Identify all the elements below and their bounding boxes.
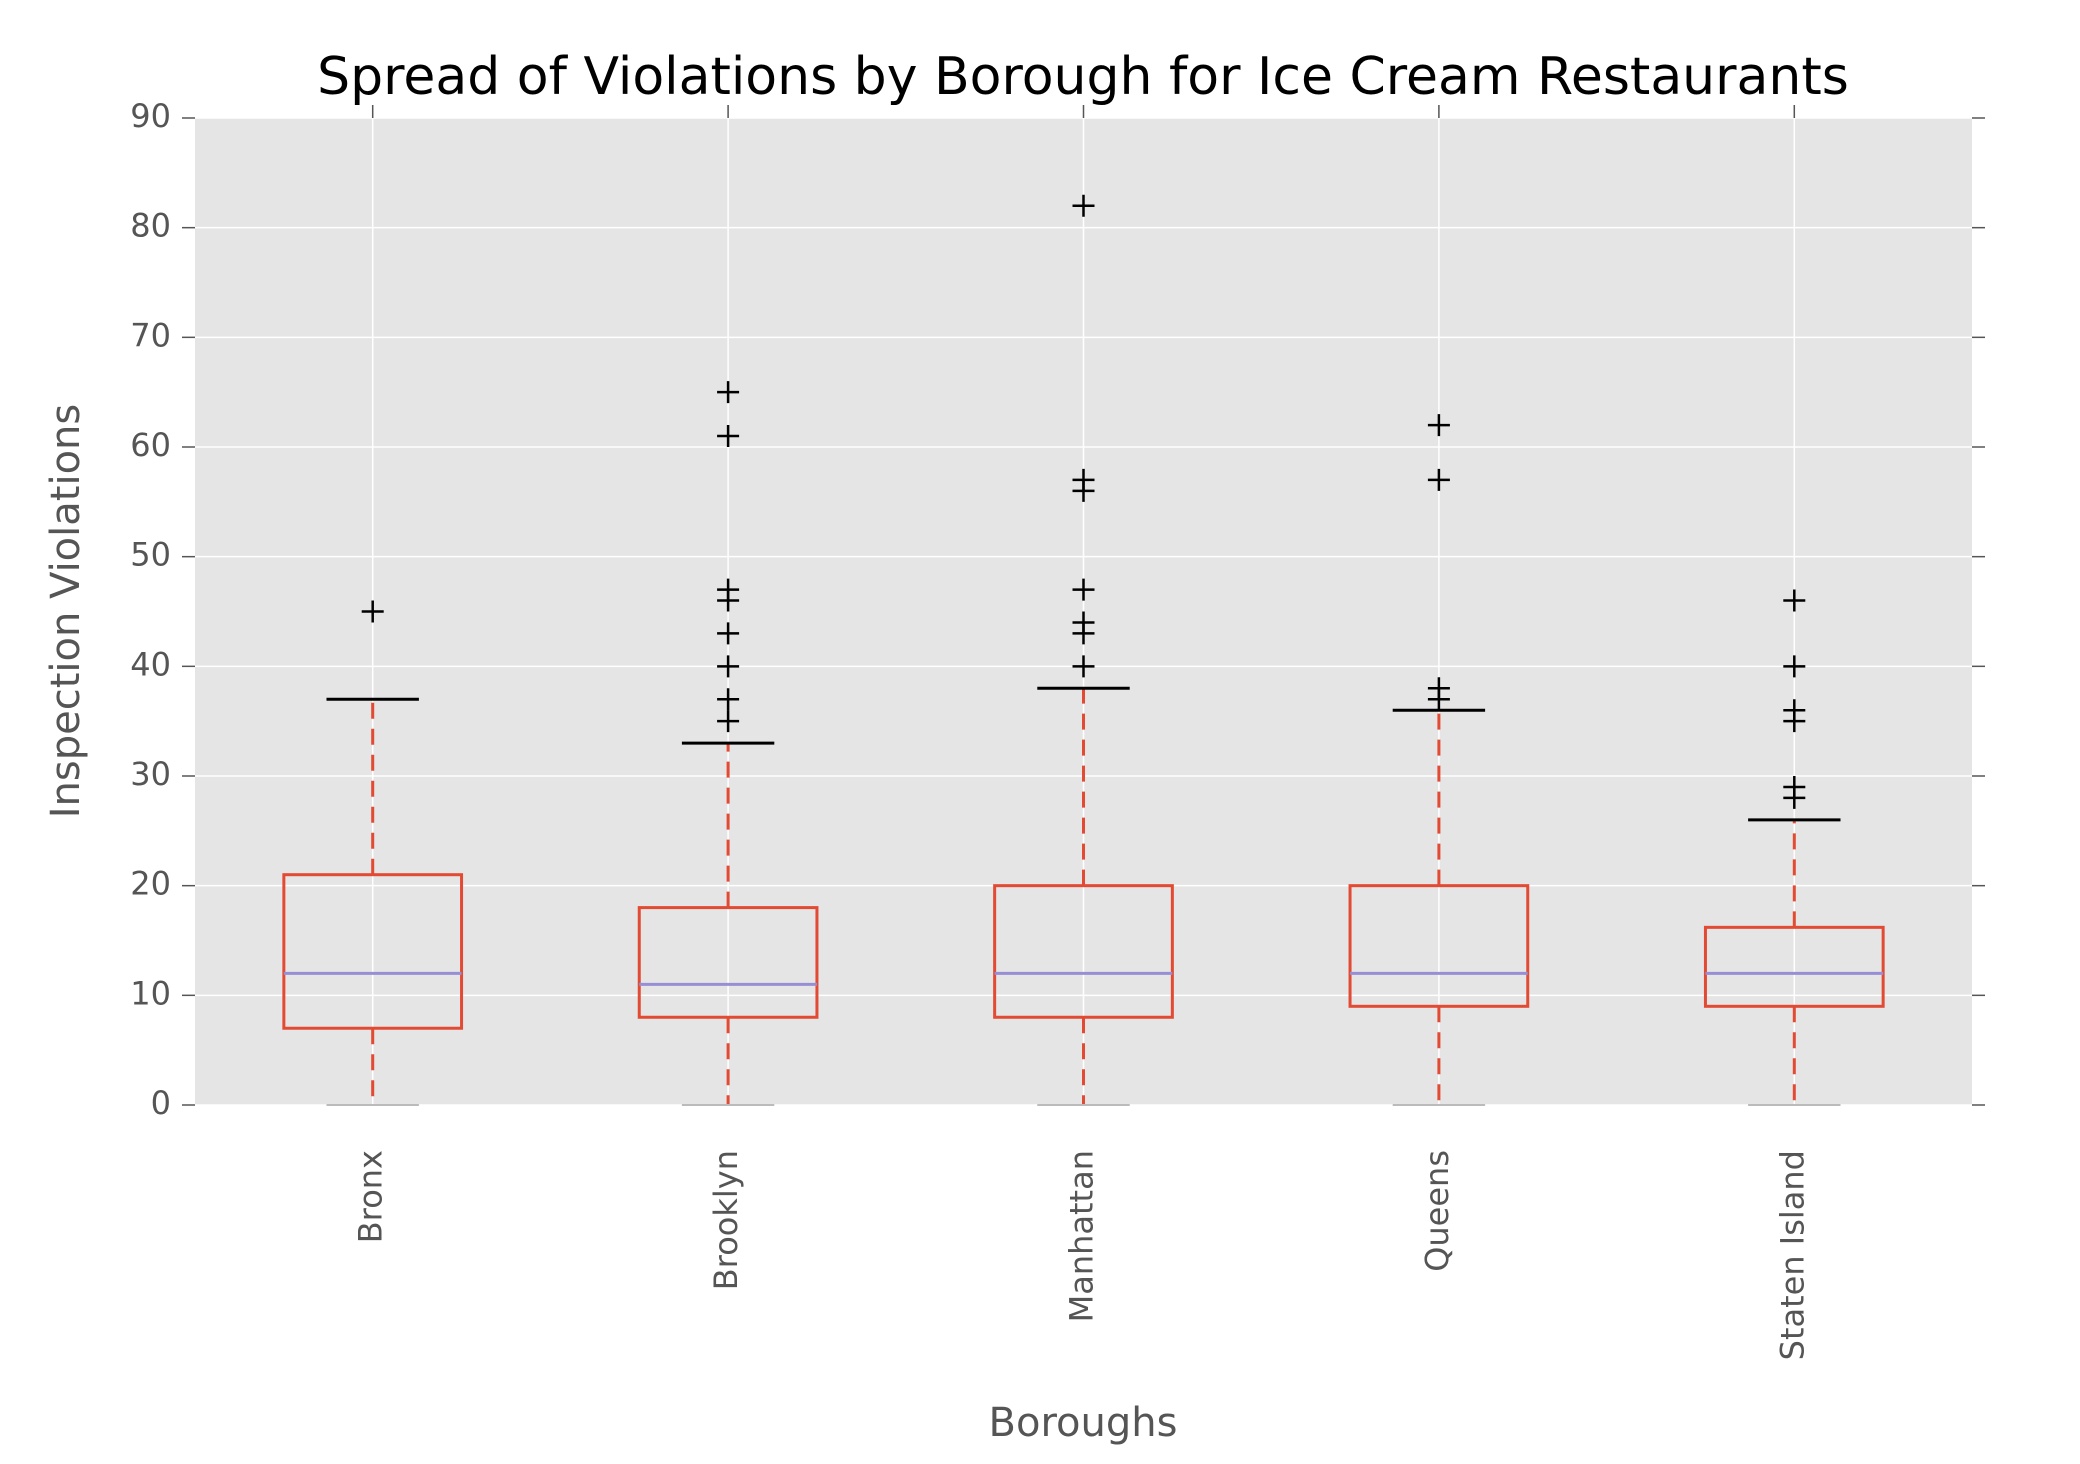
y-tick-label: 60 [130,426,171,464]
flier [1783,775,1806,798]
flier [1783,699,1806,722]
y-tick-label: 20 [130,865,171,903]
flier [717,622,740,645]
box [1703,925,1885,1008]
flier [717,425,740,448]
flier [361,600,384,623]
flier [1072,194,1095,217]
x-axis-label: Boroughs [989,1400,1178,1446]
y-tick-label: 30 [130,755,171,793]
x-tick-label: Manhattan [1063,1150,1101,1322]
chart-title: Spread of Violations by Borough for Ice … [317,47,1849,107]
box [637,906,819,1019]
flier [717,710,740,733]
y-tick-label: 50 [130,536,171,574]
flier [1427,414,1450,437]
box [1348,884,1530,1008]
flier [1072,468,1095,491]
flier [1072,578,1095,601]
y-axis-label: Inspection Violations [43,404,89,818]
flier [717,655,740,678]
flier [1072,655,1095,678]
y-tick-label: 40 [130,645,171,683]
flier [1072,611,1095,634]
y-tick-label: 10 [130,974,171,1012]
y-tick-label: 80 [130,207,171,245]
flier [717,381,740,404]
flier [1783,655,1806,678]
x-tick-label: Queens [1418,1150,1456,1272]
box [282,873,464,1030]
x-tick-label: Brooklyn [707,1150,745,1290]
y-tick-label: 0 [151,1084,171,1122]
flier [1427,468,1450,491]
box [993,884,1174,1019]
x-tick-label: Staten Island [1773,1150,1811,1360]
y-tick-label: 90 [130,97,171,135]
flier [717,688,740,711]
flier [1783,589,1806,612]
flier [717,578,740,601]
flier [1427,677,1450,700]
x-tick-label: Bronx [352,1150,390,1243]
y-tick-label: 70 [130,316,171,354]
